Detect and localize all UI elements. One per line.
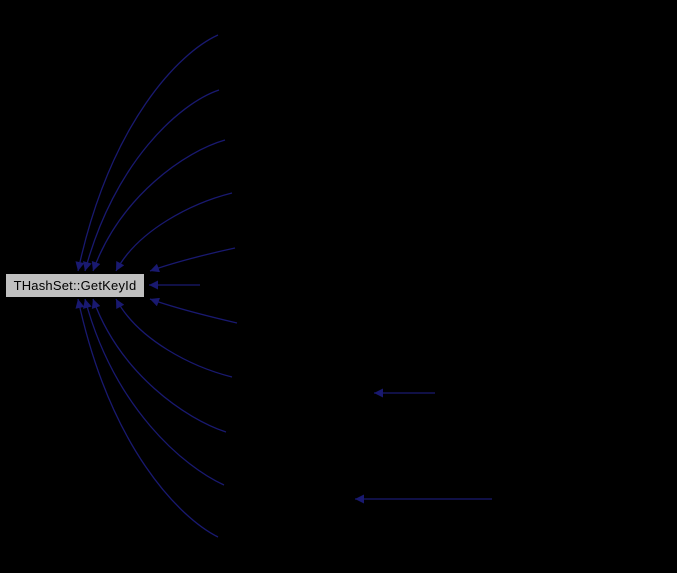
edges-group	[75, 34, 492, 538]
caller-edge-11	[75, 298, 219, 538]
caller-edge-10	[82, 298, 225, 486]
caller-edge-7	[149, 297, 238, 324]
caller-edge-3	[91, 139, 226, 272]
caller-edge-8	[115, 298, 233, 378]
node-thashset-getkeyid[interactable]: THashSet::GetKeyId	[5, 273, 145, 298]
caller-edge-1	[75, 34, 219, 272]
caller-edge-9	[91, 298, 227, 433]
caller-edge-5	[149, 247, 236, 273]
node-label: THashSet::GetKeyId	[13, 278, 137, 293]
caller-edge-4	[115, 192, 233, 272]
caller-edge-2	[82, 89, 220, 272]
